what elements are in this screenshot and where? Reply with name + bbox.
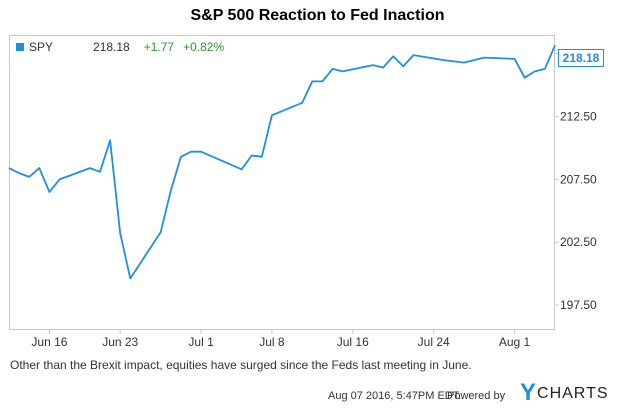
data-point[interactable]	[371, 63, 376, 68]
data-point[interactable]	[27, 174, 32, 179]
powered-by-text: Powered by	[447, 390, 506, 402]
data-point[interactable]	[482, 55, 487, 60]
x-tick-label: Jul 16	[337, 335, 369, 349]
data-point[interactable]	[259, 154, 264, 159]
data-point[interactable]	[118, 231, 123, 236]
legend: SPY 218.18 +1.77 +0.82%	[16, 38, 224, 56]
data-point[interactable]	[158, 230, 163, 235]
series-line-spy	[8, 44, 556, 280]
data-point[interactable]	[462, 60, 467, 65]
data-point[interactable]	[87, 166, 92, 171]
data-point[interactable]	[522, 75, 527, 80]
x-tick-label: Jul 8	[259, 335, 285, 349]
data-point[interactable]	[381, 65, 386, 70]
data-point[interactable]	[411, 53, 416, 58]
data-point[interactable]	[532, 69, 537, 74]
data-point[interactable]	[451, 59, 456, 64]
data-point[interactable]	[249, 153, 254, 158]
x-tick-label: Jun 23	[102, 335, 138, 349]
data-point[interactable]	[17, 171, 22, 176]
chart-note: Other than the Brexit impact, equities h…	[10, 358, 472, 372]
data-point[interactable]	[57, 177, 62, 182]
data-point[interactable]	[553, 43, 558, 48]
legend-price: 218.18	[93, 40, 130, 54]
legend-change-pct: +0.82%	[183, 40, 225, 54]
y-tick-label: 202.50	[560, 235, 597, 249]
data-point[interactable]	[199, 149, 204, 154]
plot-frame	[9, 35, 555, 330]
data-point[interactable]	[300, 100, 305, 105]
last-value-label: 218.18	[558, 49, 604, 67]
data-point[interactable]	[512, 56, 517, 61]
data-point[interactable]	[542, 66, 547, 71]
data-point[interactable]	[37, 166, 42, 171]
data-point[interactable]	[320, 79, 325, 84]
data-point[interactable]	[441, 58, 446, 63]
data-point[interactable]	[128, 276, 133, 281]
data-point[interactable]	[472, 58, 477, 63]
ycharts-logo-text: CHARTS	[537, 385, 609, 402]
data-point[interactable]	[340, 69, 345, 74]
data-point[interactable]	[401, 64, 406, 69]
y-tick-label: 212.50	[560, 110, 597, 124]
data-point[interactable]	[189, 149, 194, 154]
legend-ticker: SPY	[29, 40, 54, 54]
data-point[interactable]	[239, 167, 244, 172]
x-tick-label: Jul 1	[188, 335, 214, 349]
data-point[interactable]	[47, 189, 52, 194]
x-tick-label: Aug 1	[499, 335, 531, 349]
data-point[interactable]	[391, 54, 396, 59]
data-point[interactable]	[7, 166, 12, 171]
data-point[interactable]	[168, 188, 173, 193]
ycharts-logo[interactable]: Y CHARTS	[520, 379, 609, 406]
x-tick-label: Jul 24	[418, 335, 450, 349]
data-point[interactable]	[330, 66, 335, 71]
legend-change: +1.77	[143, 40, 175, 54]
y-tick-label: 207.50	[560, 172, 597, 186]
data-point[interactable]	[98, 169, 103, 174]
data-point[interactable]	[310, 79, 315, 84]
ycharts-logo-y: Y	[520, 379, 537, 406]
legend-swatch	[16, 43, 24, 51]
timestamp: Aug 07 2016, 5:47PM EDT.	[328, 390, 462, 402]
data-point[interactable]	[108, 138, 113, 143]
y-tick-label: 197.50	[560, 298, 597, 312]
data-point[interactable]	[269, 113, 274, 118]
chart-title: S&P 500 Reaction to Fed Inaction	[190, 7, 445, 24]
data-point[interactable]	[178, 154, 183, 159]
x-tick-label: Jun 16	[31, 335, 67, 349]
